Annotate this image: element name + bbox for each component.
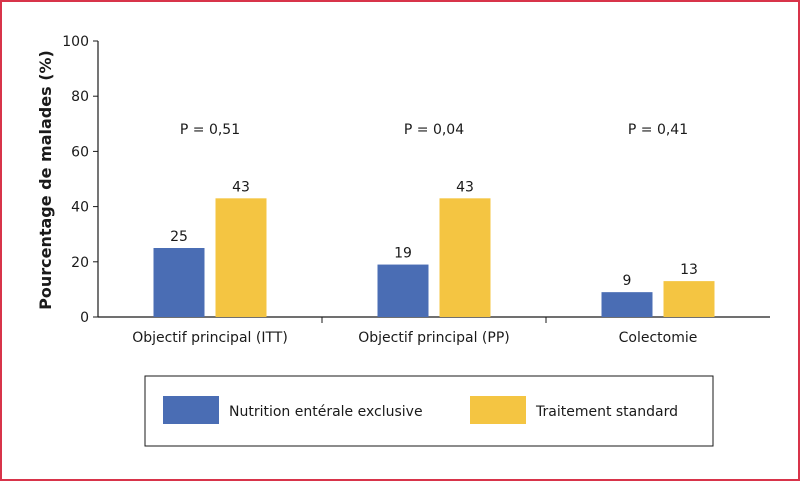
y-tick-label: 80 xyxy=(71,89,89,105)
y-tick-label: 40 xyxy=(71,200,89,216)
legend-label: Nutrition entérale exclusive xyxy=(229,404,423,420)
p-value-label: P = 0,04 xyxy=(404,122,464,138)
bars xyxy=(153,198,715,317)
y-tick-label: 0 xyxy=(80,310,89,326)
legend-swatch xyxy=(470,396,526,424)
bar xyxy=(377,264,429,317)
y-tick-label: 20 xyxy=(71,255,89,271)
bar xyxy=(215,198,267,317)
x-category-label: Colectomie xyxy=(619,330,698,346)
bar xyxy=(439,198,491,317)
p-value-label: P = 0,41 xyxy=(628,122,688,138)
axes: 0 20 40 60 80 100 Objectif principal (ITT) Obje… xyxy=(62,34,770,346)
bar-value-label: 19 xyxy=(394,246,412,262)
y-tick-label: 60 xyxy=(71,144,89,160)
bar xyxy=(663,281,715,317)
y-axis-label: Pourcentage de malades (%) xyxy=(36,50,55,310)
bar-value-label: 9 xyxy=(623,273,632,289)
legend-swatch xyxy=(163,396,219,424)
x-category-label: Objectif principal (PP) xyxy=(358,330,509,346)
p-value-label: P = 0,51 xyxy=(180,122,240,138)
bar-value-label: 25 xyxy=(170,229,188,245)
bar xyxy=(601,292,653,317)
p-value-annotations: P = 0,51 P = 0,04 P = 0,41 xyxy=(180,122,688,138)
bar-value-label: 13 xyxy=(680,262,698,278)
x-category-label: Objectif principal (ITT) xyxy=(132,330,288,346)
bar-value-label: 43 xyxy=(232,179,250,195)
legend-label: Traitement standard xyxy=(535,404,678,420)
legend-box xyxy=(144,375,714,447)
y-tick-label: 100 xyxy=(62,34,89,50)
legend: Nutrition entérale exclusive Traitement s… xyxy=(144,375,714,447)
data-labels: 25 43 19 43 9 13 xyxy=(170,179,698,289)
bar-value-label: 43 xyxy=(456,179,474,195)
bar xyxy=(153,248,205,317)
